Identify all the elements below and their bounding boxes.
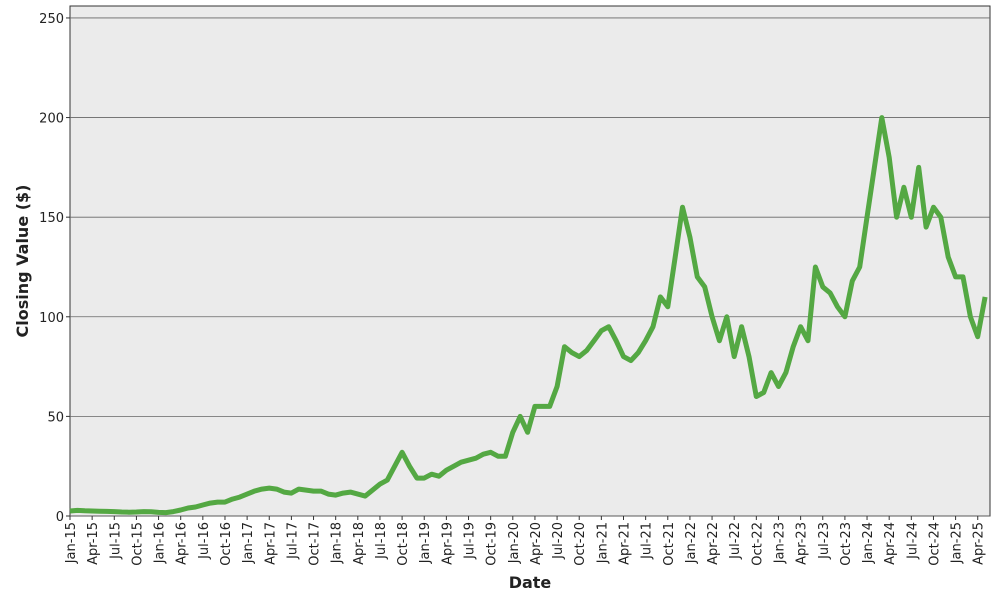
y-tick-label: 50 (47, 410, 64, 425)
data-line (69, 115, 988, 516)
x-tick-label: Apr-18 (352, 522, 367, 565)
y-axis-title: Closing Value ($) (13, 185, 32, 338)
plot-area (69, 5, 991, 517)
x-tick-label: Jul-21 (640, 522, 655, 560)
x-tick-label: Jan-24 (861, 522, 876, 564)
x-tick-label: Jan-20 (507, 522, 522, 564)
x-tick-label: Apr-25 (972, 522, 987, 565)
x-tick-label: Apr-20 (529, 522, 544, 565)
x-tick-label: Jul-16 (197, 522, 212, 560)
x-tick-label: Oct-22 (750, 522, 765, 566)
x-tick-label: Jan-19 (418, 522, 433, 564)
y-tick-label: 150 (39, 211, 64, 226)
x-tick-label: Apr-15 (86, 522, 101, 565)
x-tick-label: Oct-16 (219, 522, 234, 566)
x-tick-label: Jan-15 (64, 522, 79, 564)
x-tick-label: Apr-24 (883, 522, 898, 565)
x-tick-label: Oct-21 (662, 522, 677, 566)
x-tick-label: Oct-18 (396, 522, 411, 566)
x-tick-label: Jan-18 (330, 522, 345, 564)
y-tick-label: 200 (39, 112, 64, 127)
x-axis-title: Date (509, 573, 552, 592)
x-tick-label: Oct-20 (573, 522, 588, 566)
x-tick-label: Jan-25 (950, 522, 965, 564)
x-tick-label: Apr-19 (440, 522, 455, 565)
x-tick-label: Jul-20 (551, 522, 566, 560)
x-tick-label: Apr-21 (618, 522, 633, 565)
x-tick-label: Oct-24 (927, 522, 942, 566)
x-tick-label: Jan-22 (684, 522, 699, 564)
x-tick-label: Oct-15 (130, 522, 145, 566)
x-tick-label: Apr-23 (795, 522, 810, 565)
x-tick-label: Oct-17 (308, 522, 323, 566)
x-tick-label: Jul-19 (463, 522, 478, 560)
x-tick-label: Jan-17 (241, 522, 256, 564)
x-tick-label: Jul-22 (728, 522, 743, 560)
x-tick-label: Jul-18 (374, 522, 389, 560)
x-tick-label: Oct-19 (485, 522, 500, 566)
x-tick-label: Jan-21 (595, 522, 610, 564)
y-tick-label: 250 (39, 12, 64, 27)
y-tick-label: 100 (39, 311, 64, 326)
y-tick-label: 0 (56, 510, 64, 525)
x-tick-label: Oct-23 (839, 522, 854, 566)
x-tick-label: Jul-15 (108, 522, 123, 560)
x-tick-label: Jan-16 (153, 522, 168, 564)
x-tick-label: Jan-23 (772, 522, 787, 564)
x-tick-label: Apr-17 (263, 522, 278, 565)
x-tick-label: Jul-24 (905, 522, 920, 560)
x-tick-label: Jul-17 (285, 522, 300, 560)
x-tick-label: Jul-23 (817, 522, 832, 560)
x-tick-label: Apr-16 (175, 522, 190, 565)
x-tick-label: Apr-22 (706, 522, 721, 565)
